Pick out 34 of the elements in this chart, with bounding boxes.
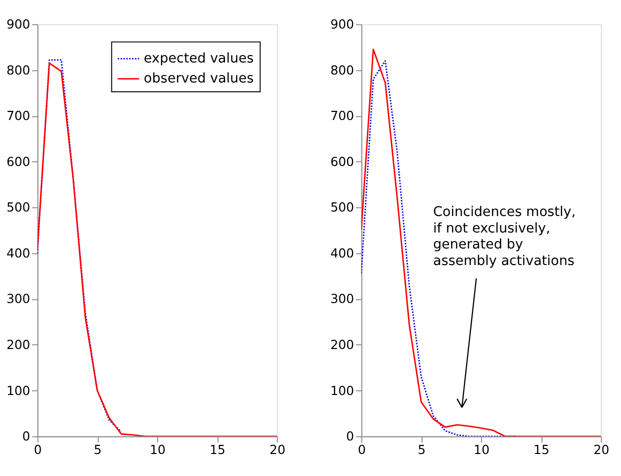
y-tick-label: 800 xyxy=(6,62,30,78)
x-tick-label: 10 xyxy=(150,442,166,458)
y-tick-label: 100 xyxy=(6,382,30,398)
x-tick-label: 5 xyxy=(94,442,102,458)
x-tick-label: 15 xyxy=(534,442,550,458)
y-tick-label: 200 xyxy=(6,337,30,352)
x-tick-label: 15 xyxy=(210,442,226,458)
line-series xyxy=(37,59,122,432)
y-tick-label: 200 xyxy=(330,337,354,352)
x-tick-label: 10 xyxy=(474,442,490,458)
y-tick-label: 0 xyxy=(346,428,354,444)
annotation: Coincidences mostly, if not exclusively, generated by assembly activations xyxy=(433,205,576,269)
y-tick-label: 300 xyxy=(6,291,30,306)
legend-label: observed values xyxy=(144,72,254,87)
y-tick-label: 0 xyxy=(22,428,30,444)
x-tick-label: 20 xyxy=(270,442,286,458)
y-tick-label: 700 xyxy=(6,108,30,124)
x-tick-label: 20 xyxy=(593,442,610,458)
y-tick-label: 400 xyxy=(330,245,354,260)
y-tick-label: 600 xyxy=(6,154,30,169)
y-tick-label: 500 xyxy=(330,200,354,215)
y-tick-label: 800 xyxy=(330,62,354,78)
legend-label: expected values xyxy=(144,52,254,67)
y-tick-label: 600 xyxy=(330,154,354,169)
y-tick-label: 100 xyxy=(330,382,354,398)
y-tick-label: 700 xyxy=(330,108,354,124)
y-tick-label: 500 xyxy=(6,200,30,215)
y-tick-label: 400 xyxy=(6,245,30,260)
y-tick-label: 900 xyxy=(330,16,354,32)
y-tick-label: 300 xyxy=(330,291,354,306)
x-tick-label: 0 xyxy=(34,442,42,458)
x-tick-label: 5 xyxy=(418,442,426,458)
x-tick-label: 0 xyxy=(358,442,366,458)
y-tick-label: 900 xyxy=(6,16,30,32)
